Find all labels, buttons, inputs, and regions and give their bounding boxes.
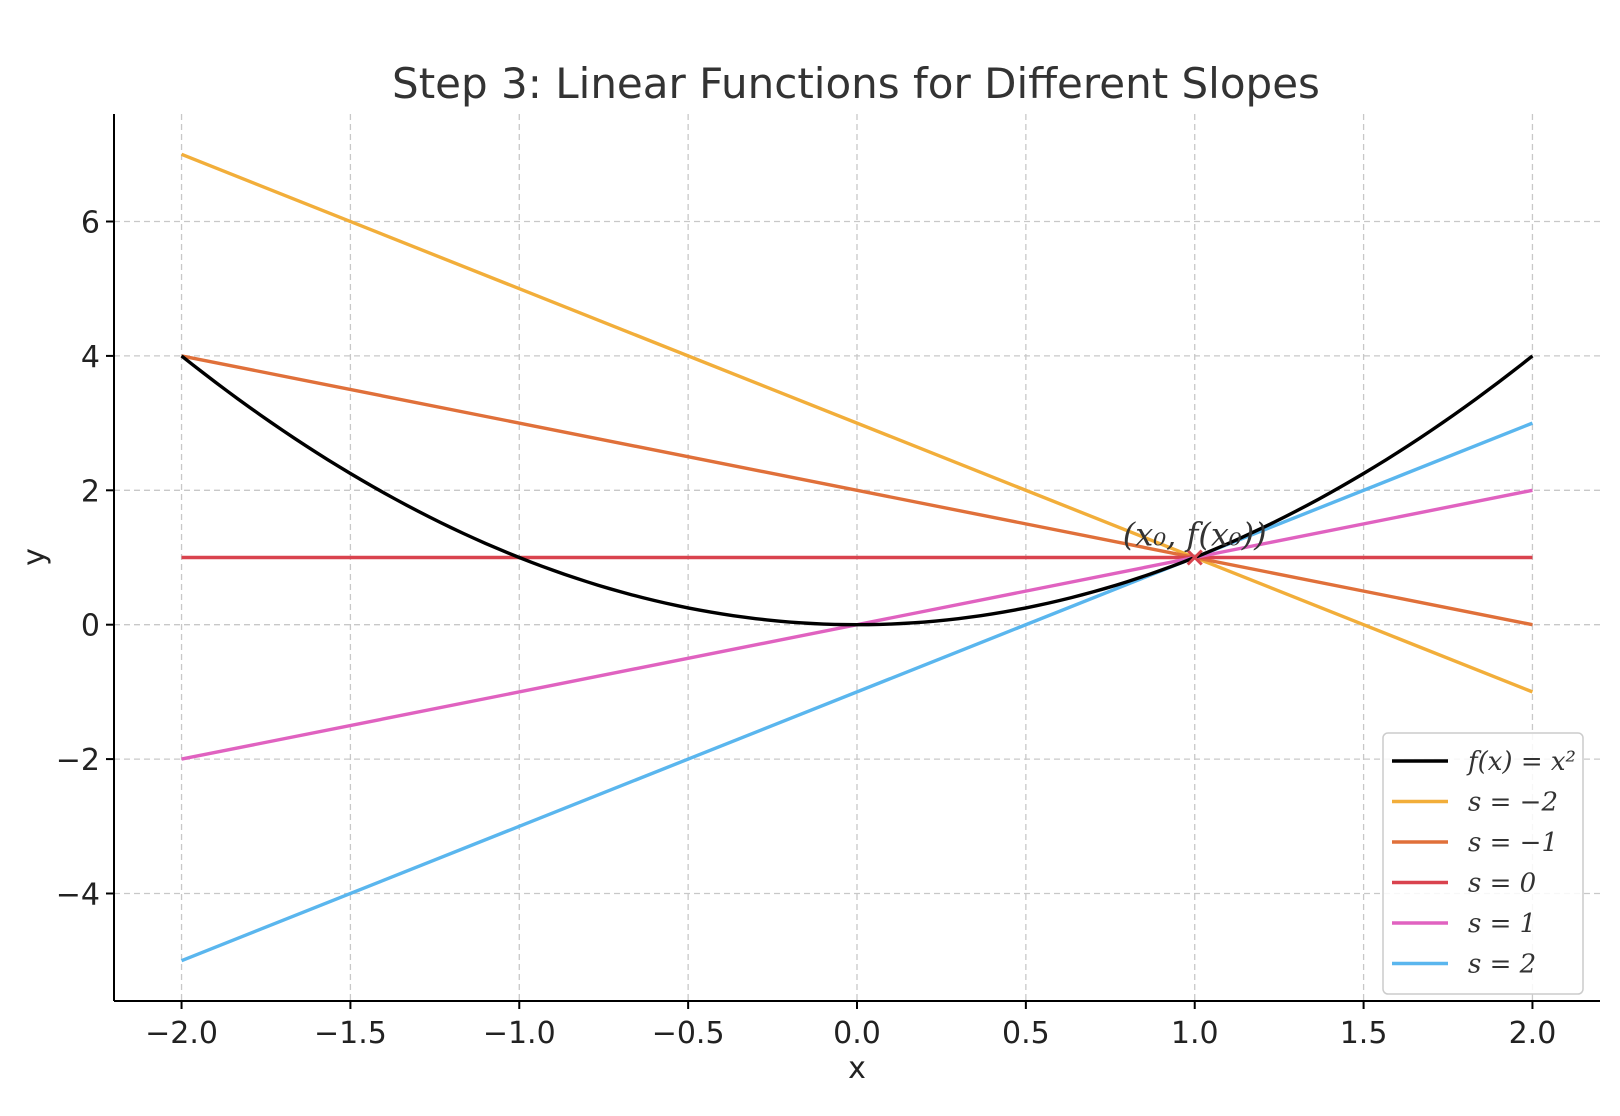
legend-label: s = 0 — [1468, 869, 1536, 899]
legend-label: s = 1 — [1468, 909, 1536, 939]
point-annotation: (x₀, f(x₀)) — [1123, 516, 1267, 554]
x-tick-label: 2.0 — [1509, 1016, 1557, 1051]
y-tick-label: 0 — [81, 609, 100, 644]
x-tick-label: 0.0 — [833, 1016, 881, 1051]
x-tick-label: −0.5 — [652, 1016, 725, 1051]
y-tick-label: 6 — [81, 206, 100, 241]
series-layer — [180, 152, 1534, 963]
legend-label: s = 2 — [1468, 950, 1536, 980]
chart-title: Step 3: Linear Functions for Different S… — [392, 59, 1320, 108]
marker-layer: (x₀, f(x₀)) — [1123, 516, 1267, 566]
x-tick-label: 0.5 — [1002, 1016, 1050, 1051]
x-axis-label: x — [848, 1051, 866, 1086]
x-tick-label: 1.0 — [1171, 1016, 1219, 1051]
y-tick-label: −2 — [56, 743, 100, 778]
legend: f(x) = x² s = −2 s = −1 s = 0 s = 1 s = 2 — [1382, 732, 1584, 995]
series-line-5 — [180, 421, 1534, 963]
x-tick-label: −1.0 — [483, 1016, 556, 1051]
legend-frame — [1382, 732, 1584, 995]
y-tick-label: 4 — [81, 340, 100, 375]
legend-label: s = −1 — [1468, 828, 1558, 858]
x-tick-label: −2.0 — [145, 1016, 218, 1051]
legend-label: s = −2 — [1468, 788, 1558, 818]
ticks-layer: −2.0 −1.5 −1.0 −0.5 0.0 0.5 1.0 1.5 2.0 −4 −2 0 2 4 6 — [56, 206, 1557, 1051]
y-tick-label: 2 — [81, 474, 100, 509]
series-line-1 — [180, 152, 1534, 694]
legend-label: f(x) = x² — [1466, 747, 1576, 777]
x-tick-label: 1.5 — [1340, 1016, 1388, 1051]
series-line-2 — [181, 354, 1533, 627]
y-axis-label: y — [17, 548, 52, 566]
tangent-point-marker — [1186, 549, 1203, 566]
x-tick-label: −1.5 — [314, 1016, 387, 1051]
series-line-0 — [180, 354, 1534, 627]
y-tick-label: −4 — [56, 877, 100, 912]
